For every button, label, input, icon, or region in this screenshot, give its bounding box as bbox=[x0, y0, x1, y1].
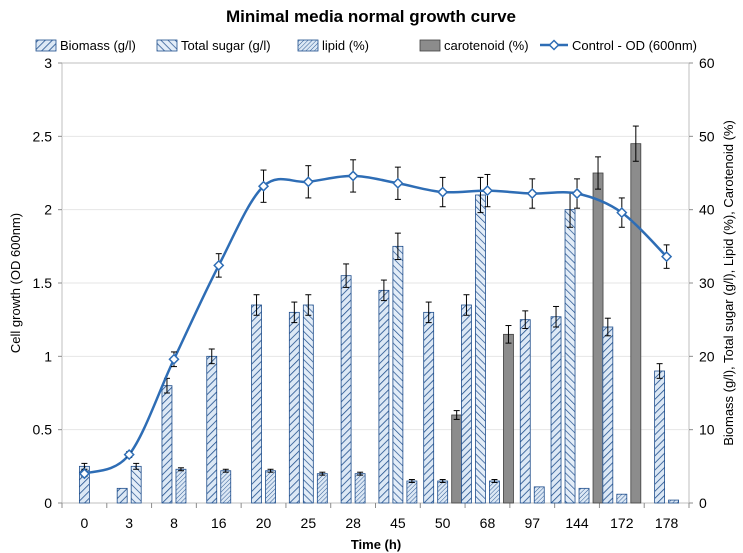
bar bbox=[161, 385, 173, 504]
bar bbox=[206, 355, 218, 504]
od-point bbox=[526, 187, 538, 200]
od-point bbox=[123, 449, 135, 461]
bar bbox=[437, 480, 449, 504]
legend-label: carotenoid (%) bbox=[444, 38, 529, 53]
y2-tick-label: 50 bbox=[699, 128, 715, 144]
y2-tick-label: 60 bbox=[699, 55, 715, 71]
bar bbox=[130, 465, 142, 504]
x-tick-label: 178 bbox=[655, 515, 679, 531]
bar bbox=[378, 289, 390, 504]
bar bbox=[220, 470, 232, 504]
y2-tick-label: 30 bbox=[699, 275, 715, 291]
x-tick-label: 3 bbox=[125, 515, 133, 531]
x-tick-label: 97 bbox=[524, 515, 540, 531]
bar bbox=[630, 143, 642, 504]
bar bbox=[602, 326, 614, 504]
bar bbox=[475, 194, 486, 504]
bar bbox=[592, 172, 604, 504]
legend-label: Biomass (g/l) bbox=[60, 38, 136, 53]
x-tick-label: 8 bbox=[170, 515, 178, 531]
bar bbox=[392, 245, 404, 504]
right-axis: 0 10 20 30 40 50 60 bbox=[689, 55, 715, 511]
legend-swatch bbox=[297, 39, 319, 52]
legend-label: Total sugar (g/l) bbox=[181, 38, 271, 53]
bar bbox=[423, 311, 435, 504]
x-tick-label: 172 bbox=[610, 515, 634, 531]
od-point bbox=[571, 187, 583, 200]
y2-tick-label: 10 bbox=[699, 422, 715, 438]
od-point bbox=[616, 207, 628, 219]
bar bbox=[616, 493, 628, 504]
x-tick-label: 20 bbox=[256, 515, 272, 531]
bar bbox=[354, 473, 366, 504]
bar bbox=[503, 333, 514, 504]
od-point bbox=[481, 185, 494, 197]
bar bbox=[461, 304, 472, 504]
x-tick-label: 45 bbox=[390, 515, 406, 531]
y-tick-label: 3 bbox=[44, 55, 52, 71]
bar bbox=[316, 473, 328, 504]
od-point bbox=[437, 186, 449, 198]
y2-tick-label: 40 bbox=[699, 202, 715, 218]
legend-swatch bbox=[419, 39, 441, 52]
x-tick-label: 0 bbox=[80, 515, 88, 531]
od-point bbox=[392, 177, 404, 189]
od-point bbox=[661, 251, 673, 263]
x-axis: 0 3 8 16 20 25 28 45 50 68 97 144 172 178 bbox=[61, 503, 690, 531]
x-tick-label: 144 bbox=[565, 515, 589, 531]
y-axis-title: Cell growth (OD 600nm) bbox=[8, 213, 23, 353]
y-tick-label: 1.5 bbox=[33, 275, 53, 291]
y-tick-label: 2.5 bbox=[33, 128, 53, 144]
y-tick-label: 1 bbox=[44, 348, 52, 364]
bar bbox=[519, 319, 531, 504]
bar bbox=[489, 480, 500, 504]
legend-label: Control - OD (600nm) bbox=[572, 38, 697, 53]
od-point bbox=[213, 259, 225, 271]
x-tick-label: 68 bbox=[480, 515, 496, 531]
x-tick-label: 28 bbox=[345, 515, 361, 531]
bar bbox=[302, 304, 314, 504]
bar bbox=[451, 414, 463, 504]
x-tick-label: 25 bbox=[301, 515, 317, 531]
legend-label: lipid (%) bbox=[322, 38, 369, 53]
bar bbox=[654, 370, 666, 504]
y-tick-label: 2 bbox=[44, 202, 52, 218]
legend-swatch bbox=[156, 39, 178, 52]
bar bbox=[251, 304, 262, 504]
bar bbox=[175, 468, 187, 504]
left-axis: 0 0.5 1 1.5 2 2.5 3 bbox=[33, 55, 689, 511]
x-axis-title: Time (h) bbox=[351, 537, 401, 552]
bar bbox=[340, 275, 352, 504]
y-tick-label: 0 bbox=[44, 495, 52, 511]
legend-marker bbox=[548, 39, 560, 51]
y-tick-label: 0.5 bbox=[33, 422, 53, 438]
bar-series bbox=[78, 125, 680, 504]
bar bbox=[265, 470, 276, 504]
y2-axis-title: Biomass (g/l), Total sugar (g/l), Lipid … bbox=[721, 120, 736, 446]
bar bbox=[533, 486, 545, 504]
y2-tick-label: 0 bbox=[699, 495, 707, 511]
od-point bbox=[78, 468, 90, 480]
od-point bbox=[168, 353, 180, 365]
bar bbox=[288, 311, 300, 504]
bar bbox=[116, 487, 128, 504]
line-series bbox=[78, 159, 673, 480]
od-point bbox=[257, 180, 270, 192]
bar bbox=[564, 209, 576, 504]
od-point bbox=[302, 176, 314, 188]
bar bbox=[578, 487, 590, 504]
legend: Biomass (g/l) Total sugar (g/l) lipid (%) c… bbox=[35, 38, 697, 53]
y2-tick-label: 20 bbox=[699, 348, 715, 364]
legend-swatch bbox=[35, 39, 57, 52]
bar bbox=[668, 499, 680, 504]
chart-title: Minimal media normal growth curve bbox=[226, 7, 516, 26]
bar bbox=[550, 316, 562, 504]
bar bbox=[406, 480, 418, 504]
x-tick-label: 50 bbox=[435, 515, 451, 531]
od-point bbox=[347, 170, 359, 182]
x-tick-label: 16 bbox=[211, 515, 227, 531]
